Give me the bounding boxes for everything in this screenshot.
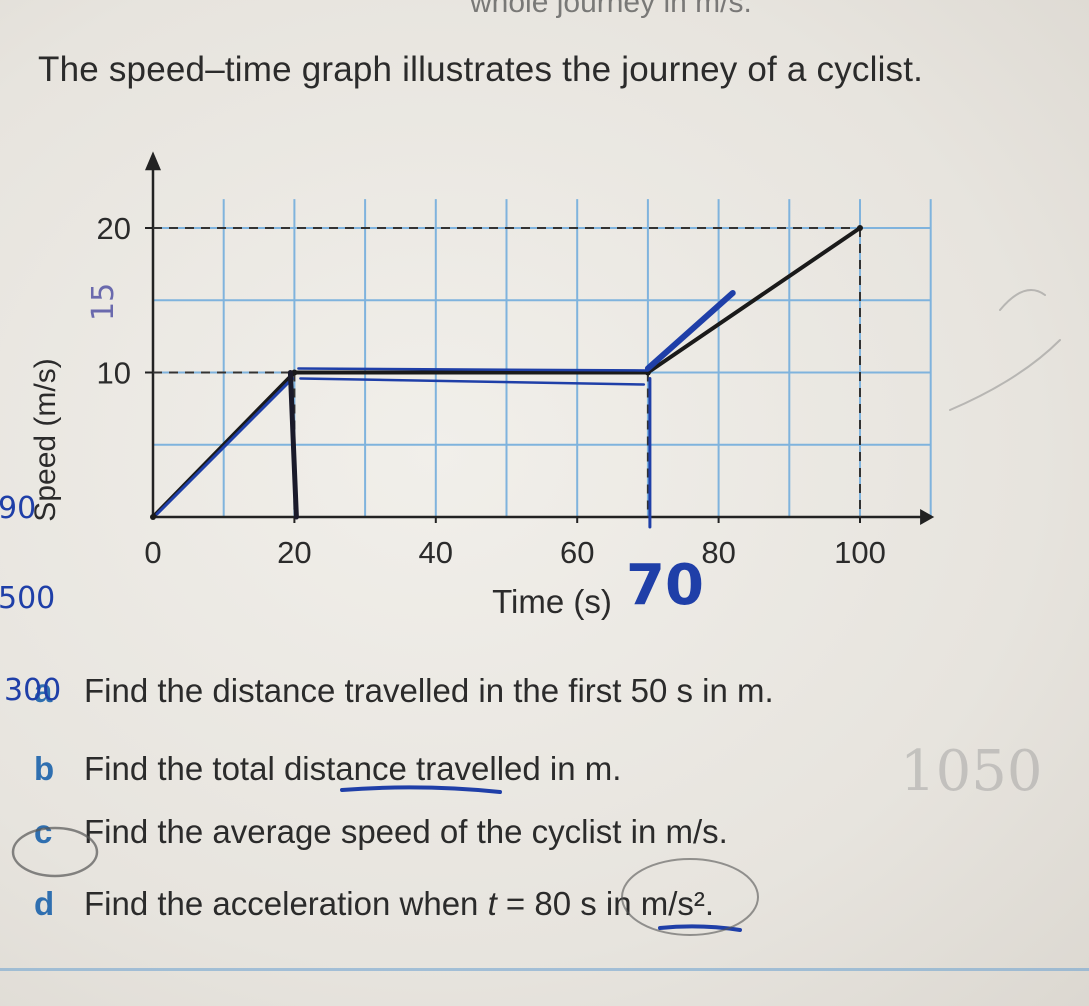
intro-text: The speed–time graph illustrates the jou…: [38, 50, 924, 89]
question-a-letter: a: [34, 672, 53, 709]
chart-series: [150, 225, 863, 529]
x-tick-label: 100: [834, 535, 886, 570]
y-tick-label: 10: [97, 356, 131, 391]
question-d-text-pre: Find the acceleration when: [84, 885, 488, 922]
y-axis-label: Speed (m/s): [29, 358, 62, 521]
chart-grid: [152, 199, 932, 518]
page-bottom-rule: [0, 968, 1089, 971]
question-a: a Find the distance travelled in the firs…: [34, 672, 774, 710]
ink-overdraw-line: [297, 367, 650, 372]
speed-time-chart: 0 20 40 60 80 100 10 20 Time (s) Speed (m/s): [29, 151, 935, 620]
x-tick-label: 0: [144, 535, 161, 570]
x-tick-label: 20: [277, 535, 311, 570]
question-d-letter: d: [34, 885, 55, 922]
x-tick-label: 40: [419, 535, 453, 570]
data-point: [150, 514, 156, 520]
x-axis-label: Time (s): [492, 583, 612, 620]
question-d-text-post: = 80 s in m/s².: [496, 885, 715, 922]
underline-80s: [658, 924, 742, 932]
question-b-letter: b: [34, 750, 55, 787]
x-tick-label: 60: [560, 535, 594, 570]
question-b: b Find the total distance travelled in m.: [34, 750, 621, 788]
x-axis-arrow: [920, 509, 935, 525]
chart-axes: [145, 151, 935, 525]
y-axis-arrow: [145, 151, 161, 171]
question-d-variable: t: [487, 885, 497, 922]
series-line: [151, 226, 862, 519]
question-d: d Find the acceleration when t = 80 s in …: [34, 885, 714, 923]
question-a-text: Find the distance travelled in the first…: [84, 672, 774, 709]
x-tick-label: 80: [701, 535, 735, 570]
ink-vertical-stroke: [287, 370, 299, 520]
ink-overdraw-line: [644, 290, 736, 372]
question-c-letter: c: [34, 813, 53, 850]
underline-distance: [340, 785, 502, 794]
y-tick-label: 20: [97, 211, 131, 246]
chart-ticks: 0 20 40 60 80 100 10 20: [97, 211, 886, 570]
question-c: c Find the average speed of the cyclist i…: [34, 813, 728, 851]
question-b-text: Find the total distance travelled in m.: [84, 750, 622, 787]
question-c-text: Find the average speed of the cyclist in…: [84, 813, 728, 850]
data-point: [857, 225, 863, 231]
faint-pencil-note: 1050: [900, 739, 1043, 804]
ink-overdraw-line: [299, 377, 646, 386]
cut-off-previous-line: whole journey in m/s.: [470, 0, 752, 19]
ink-overdraw-line: [155, 377, 294, 516]
